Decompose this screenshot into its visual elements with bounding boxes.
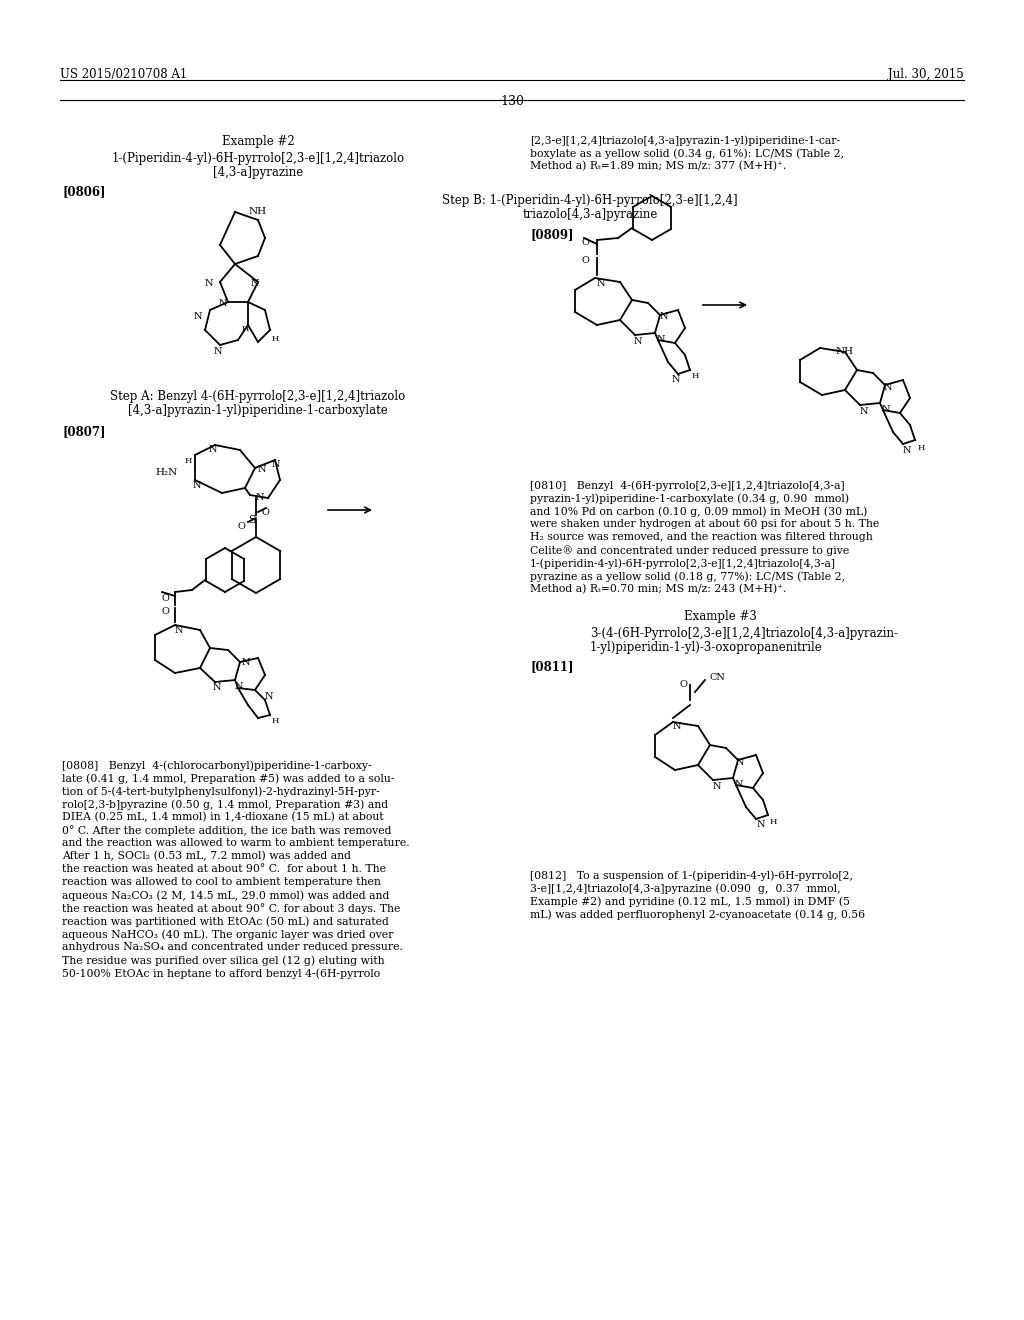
Text: N: N [884,383,893,392]
Text: Example #3: Example #3 [684,610,757,623]
Text: O: O [582,256,590,265]
Text: [4,3-a]pyrazin-1-yl)piperidine-1-carboxylate: [4,3-a]pyrazin-1-yl)piperidine-1-carboxy… [128,404,388,417]
Text: N: N [234,682,244,690]
Text: the reaction was heated at about 90° C.  for about 1 h. The: the reaction was heated at about 90° C. … [62,865,386,874]
Text: N: N [256,492,264,502]
Text: [0808]   Benzyl  4-(chlorocarbonyl)piperidine-1-carboxy-: [0808] Benzyl 4-(chlorocarbonyl)piperidi… [62,760,372,771]
Text: N: N [213,682,221,692]
Text: N: N [258,465,266,474]
Text: O: O [238,521,246,531]
Text: N: N [735,780,743,789]
Text: US 2015/0210708 A1: US 2015/0210708 A1 [60,69,187,81]
Text: 0° C. After the complete addition, the ice bath was removed: 0° C. After the complete addition, the i… [62,825,391,836]
Text: 3-e][1,2,4]triazolo[4,3-a]pyrazine (0.090  g,  0.37  mmol,: 3-e][1,2,4]triazolo[4,3-a]pyrazine (0.09… [530,883,841,894]
Text: O: O [680,680,688,689]
Text: NH: NH [836,347,854,356]
Text: O: O [162,594,170,603]
Text: N: N [903,446,911,455]
Text: [0812]   To a suspension of 1-(piperidin-4-yl)-6H-pyrrolo[2,: [0812] To a suspension of 1-(piperidin-4… [530,870,853,880]
Text: and the reaction was allowed to warm to ambient temperature.: and the reaction was allowed to warm to … [62,838,410,847]
Text: S: S [248,515,256,525]
Text: [0807]: [0807] [62,425,105,438]
Text: Step A: Benzyl 4-(6H-pyrrolo[2,3-e][1,2,4]triazolo: Step A: Benzyl 4-(6H-pyrrolo[2,3-e][1,2,… [111,389,406,403]
Text: [4,3-a]pyrazine: [4,3-a]pyrazine [213,166,303,180]
Text: Method a) Rₜ=1.89 min; MS m/z: 377 (M+H)⁺.: Method a) Rₜ=1.89 min; MS m/z: 377 (M+H)… [530,161,786,172]
Text: Celite® and concentrated under reduced pressure to give: Celite® and concentrated under reduced p… [530,545,849,556]
Text: Step B: 1-(Piperidin-4-yl)-6H-pyrrolo[2,3-e][1,2,4]: Step B: 1-(Piperidin-4-yl)-6H-pyrrolo[2,… [442,194,738,207]
Text: reaction was allowed to cool to ambient temperature then: reaction was allowed to cool to ambient … [62,876,381,887]
Text: O: O [262,508,270,517]
Text: N: N [175,626,183,635]
Text: N: N [214,347,222,356]
Text: 3-(4-(6H-Pyrrolo[2,3-e][1,2,4]triazolo[4,3-a]pyrazin-: 3-(4-(6H-Pyrrolo[2,3-e][1,2,4]triazolo[4… [590,627,898,640]
Text: mL) was added perfluorophenyl 2-cyanoacetate (0.14 g, 0.56: mL) was added perfluorophenyl 2-cyanoace… [530,909,865,920]
Text: H: H [272,335,280,343]
Text: aqueous Na₂CO₃ (2 M, 14.5 mL, 29.0 mmol) was added and: aqueous Na₂CO₃ (2 M, 14.5 mL, 29.0 mmol)… [62,890,389,900]
Text: H: H [185,457,193,465]
Text: 130: 130 [500,95,524,108]
Text: N: N [193,480,202,490]
Text: N: N [736,758,744,767]
Text: H₂ source was removed, and the reaction was filtered through: H₂ source was removed, and the reaction … [530,532,872,543]
Text: DIEA (0.25 mL, 1.4 mmol) in 1,4-dioxane (15 mL) at about: DIEA (0.25 mL, 1.4 mmol) in 1,4-dioxane … [62,812,384,822]
Text: 1-(Piperidin-4-yl)-6H-pyrrolo[2,3-e][1,2,4]triazolo: 1-(Piperidin-4-yl)-6H-pyrrolo[2,3-e][1,2… [112,152,404,165]
Text: N: N [713,781,722,791]
Text: Example #2: Example #2 [221,135,294,148]
Text: [0809]: [0809] [530,228,573,242]
Text: 1-yl)piperidin-1-yl)-3-oxopropanenitrile: 1-yl)piperidin-1-yl)-3-oxopropanenitrile [590,642,822,653]
Text: 1-(piperidin-4-yl)-6H-pyrrolo[2,3-e][1,2,4]triazolo[4,3-a]: 1-(piperidin-4-yl)-6H-pyrrolo[2,3-e][1,2… [530,558,836,569]
Text: triazolo[4,3-a]pyrazine: triazolo[4,3-a]pyrazine [522,209,657,220]
Text: H: H [692,372,699,380]
Text: N: N [219,300,227,308]
Text: N: N [757,820,766,829]
Text: N: N [672,375,681,384]
Text: The residue was purified over silica gel (12 g) eluting with: The residue was purified over silica gel… [62,954,385,965]
Text: N: N [194,312,203,321]
Text: late (0.41 g, 1.4 mmol, Preparation #5) was added to a solu-: late (0.41 g, 1.4 mmol, Preparation #5) … [62,774,394,784]
Text: rolo[2,3-b]pyrazine (0.50 g, 1.4 mmol, Preparation #3) and: rolo[2,3-b]pyrazine (0.50 g, 1.4 mmol, P… [62,799,388,809]
Text: N: N [272,459,281,469]
Text: N: N [205,279,213,288]
Text: [2,3-e][1,2,4]triazolo[4,3-a]pyrazin-1-yl)piperidine-1-car-: [2,3-e][1,2,4]triazolo[4,3-a]pyrazin-1-y… [530,135,840,145]
Text: N: N [634,337,642,346]
Text: Example #2) and pyridine (0.12 mL, 1.5 mmol) in DMF (5: Example #2) and pyridine (0.12 mL, 1.5 m… [530,896,850,907]
Text: [0811]: [0811] [530,660,573,673]
Text: reaction was partitioned with EtOAc (50 mL) and saturated: reaction was partitioned with EtOAc (50 … [62,916,389,927]
Text: Jul. 30, 2015: Jul. 30, 2015 [888,69,964,81]
Text: N: N [242,657,251,667]
Text: were shaken under hydrogen at about 60 psi for about 5 h. The: were shaken under hydrogen at about 60 p… [530,519,880,529]
Text: N: N [209,445,217,454]
Text: the reaction was heated at about 90° C. for about 3 days. The: the reaction was heated at about 90° C. … [62,903,400,913]
Text: H: H [272,717,280,725]
Text: CN: CN [710,673,726,682]
Text: pyrazine as a yellow solid (0.18 g, 77%): LC/MS (Table 2,: pyrazine as a yellow solid (0.18 g, 77%)… [530,572,845,582]
Text: Method a) Rₜ=0.70 min; MS m/z: 243 (M+H)⁺.: Method a) Rₜ=0.70 min; MS m/z: 243 (M+H)… [530,583,786,594]
Text: N: N [673,722,682,731]
Text: O: O [162,607,170,616]
Text: H: H [918,444,926,451]
Text: 50-100% EtOAc in heptane to afford benzyl 4-(6H-pyrrolo: 50-100% EtOAc in heptane to afford benzy… [62,968,380,978]
Text: [0810]   Benzyl  4-(6H-pyrrolo[2,3-e][1,2,4]triazolo[4,3-a]: [0810] Benzyl 4-(6H-pyrrolo[2,3-e][1,2,4… [530,480,845,491]
Text: N: N [660,312,669,321]
Text: H: H [242,325,249,333]
Text: boxylate as a yellow solid (0.34 g, 61%): LC/MS (Table 2,: boxylate as a yellow solid (0.34 g, 61%)… [530,148,844,158]
Text: and 10% Pd on carbon (0.10 g, 0.09 mmol) in MeOH (30 mL): and 10% Pd on carbon (0.10 g, 0.09 mmol)… [530,506,867,516]
Text: aqueous NaHCO₃ (40 mL). The organic layer was dried over: aqueous NaHCO₃ (40 mL). The organic laye… [62,929,393,940]
Text: NH: NH [249,207,267,216]
Text: H: H [770,818,777,826]
Text: N: N [251,279,259,288]
Text: anhydrous Na₂SO₄ and concentrated under reduced pressure.: anhydrous Na₂SO₄ and concentrated under … [62,942,402,952]
Text: pyrazin-1-yl)piperidine-1-carboxylate (0.34 g, 0.90  mmol): pyrazin-1-yl)piperidine-1-carboxylate (0… [530,492,849,503]
Text: O: O [582,238,590,247]
Text: H₂N: H₂N [155,469,177,477]
Text: [0806]: [0806] [62,185,105,198]
Text: tion of 5-(4-tert-butylphenylsulfonyl)-2-hydrazinyl-5H-pyr-: tion of 5-(4-tert-butylphenylsulfonyl)-2… [62,785,380,796]
Text: N: N [860,407,868,416]
Text: N: N [882,405,891,414]
Text: After 1 h, SOCl₂ (0.53 mL, 7.2 mmol) was added and: After 1 h, SOCl₂ (0.53 mL, 7.2 mmol) was… [62,851,351,862]
Text: N: N [597,279,605,288]
Text: N: N [265,692,273,701]
Text: N: N [657,335,666,345]
